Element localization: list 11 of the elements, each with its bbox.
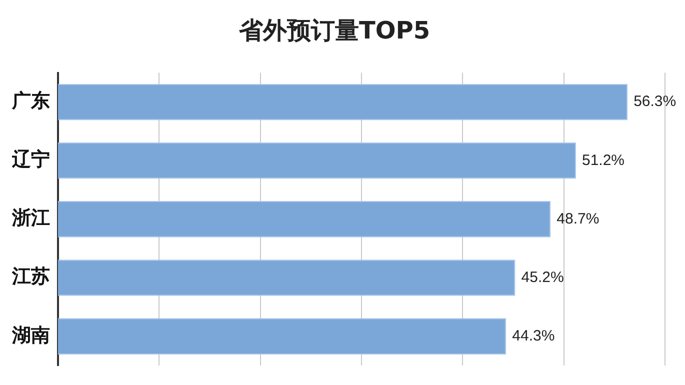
y-tick-label: 辽宁 [11, 148, 50, 171]
y-tick-label: 广东 [11, 90, 50, 112]
data-label: 51.2% [582, 152, 625, 169]
data-label: 48.7% [556, 210, 600, 228]
y-tick-label: 湖南 [11, 324, 50, 346]
data-label: 45.2% [521, 268, 564, 286]
y-tick-label: 江苏 [11, 266, 50, 288]
chart-title: 省外预订量TOP5 [238, 16, 430, 45]
data-label: 56.3% [634, 93, 676, 110]
y-tick-label: 浙江 [11, 207, 50, 230]
data-label: 44.3% [512, 327, 555, 344]
